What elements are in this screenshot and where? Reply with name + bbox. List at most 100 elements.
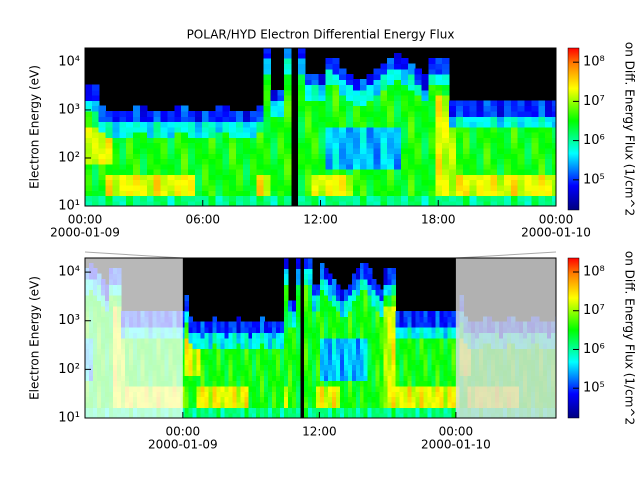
spectrogram-cell — [363, 375, 369, 382]
spectrogram-cell — [400, 116, 409, 123]
spectrogram-cell — [160, 121, 169, 128]
spectrogram-cell — [174, 184, 182, 191]
spectrogram-cell — [292, 412, 297, 418]
spectrogram-cell — [240, 412, 245, 418]
spectrogram-cell — [263, 68, 272, 75]
spectrogram-cell — [545, 195, 553, 202]
spectrogram-cell — [284, 153, 292, 160]
spectrogram-cell — [323, 412, 329, 418]
spectrogram-cell — [119, 163, 127, 170]
spectrogram-cell — [380, 116, 388, 123]
spectrogram-cell — [451, 364, 456, 371]
spectrogram-cell — [318, 121, 327, 128]
spectrogram-cell — [400, 84, 409, 91]
spectrogram-cell — [139, 153, 148, 160]
spectrogram-cell — [184, 375, 190, 382]
spectrogram-cell — [311, 332, 317, 339]
spectrogram-cell — [383, 300, 389, 307]
spectrogram-cell — [538, 126, 546, 133]
spectrogram-cell — [272, 369, 277, 376]
spectrogram-cell — [229, 179, 237, 186]
spectrogram-cell — [351, 337, 357, 344]
spectrogram-cell — [407, 100, 416, 107]
spectrogram-cell — [311, 321, 317, 328]
spectrogram-cell — [126, 190, 134, 197]
spectrogram-cell — [407, 68, 416, 75]
spectrogram-cell — [343, 412, 349, 418]
spectrogram-cell — [423, 316, 429, 323]
spectrogram-cell — [383, 385, 389, 392]
spectrogram-cell — [399, 359, 405, 366]
spectrogram-cell — [297, 73, 306, 80]
spectrogram-cell — [174, 132, 182, 138]
spectrogram-cell — [304, 147, 313, 154]
spectrogram-cell — [531, 132, 539, 138]
spectrogram-cell — [443, 353, 448, 360]
spectrogram-cell — [428, 200, 436, 206]
spectrogram-cell — [319, 364, 325, 371]
spectrogram-cell — [400, 137, 409, 144]
spectrogram-cell — [462, 153, 471, 160]
spectrogram-cell — [215, 137, 223, 144]
spectrogram-cell — [367, 332, 373, 339]
spectrogram-cell — [201, 142, 210, 149]
plot-area — [85, 48, 556, 206]
spectrogram-cell — [240, 321, 245, 328]
spectrogram-cell — [276, 369, 281, 376]
spectrogram-cell — [394, 95, 402, 101]
spectrogram-cell — [339, 158, 347, 165]
spectrogram-cell — [415, 311, 421, 317]
spectrogram-cell — [339, 121, 347, 128]
spectrogram-cell — [224, 391, 229, 398]
spectrogram-cell — [184, 332, 190, 339]
spectrogram-cell — [311, 105, 320, 112]
spectrogram-cell — [327, 396, 333, 403]
spectrogram-cell — [391, 294, 397, 301]
spectrogram-cell — [284, 89, 292, 96]
spectrogram-cell — [284, 305, 289, 312]
spectrogram-cell — [228, 353, 233, 360]
spectrogram-cell — [311, 195, 320, 202]
spectrogram-cell — [395, 364, 401, 371]
spectrogram-cell — [220, 359, 225, 366]
spectrogram-cell — [215, 163, 223, 170]
spectrogram-cell — [85, 142, 93, 149]
spectrogram-cell — [355, 401, 361, 408]
spectrogram-cell — [272, 343, 277, 350]
spectrogram-cell — [180, 343, 186, 350]
spectrogram-cell — [222, 105, 230, 112]
spectrogram-cell — [304, 184, 313, 191]
spectrogram-cell — [359, 305, 365, 312]
spectrogram-cell — [201, 153, 210, 160]
spectrogram-cell — [427, 407, 433, 414]
spectrogram-cell — [318, 153, 327, 160]
spectrogram-cell — [538, 200, 546, 206]
spectrogram-cell — [447, 327, 452, 334]
spectrogram-cell — [297, 116, 306, 123]
spectrogram-cell — [414, 200, 423, 206]
spectrogram-cell — [212, 375, 218, 382]
spectrogram-cell — [447, 321, 452, 328]
spectrogram-cell — [421, 142, 430, 149]
spectrogram-cell — [249, 169, 258, 175]
spectrogram-cell — [318, 79, 327, 86]
spectrogram-cell — [264, 337, 269, 344]
spectrogram-cell — [383, 348, 389, 355]
spectrogram-cell — [194, 169, 203, 175]
spectrogram-cell — [359, 316, 365, 323]
spectrogram-cell — [517, 105, 526, 112]
spectrogram-cell — [256, 321, 261, 328]
spectrogram-cell — [304, 375, 309, 382]
spectrogram-cell — [260, 401, 265, 408]
spectrogram-cell — [442, 184, 450, 191]
spectrogram-cell — [276, 396, 281, 403]
spectrogram-cell — [236, 184, 244, 191]
spectrogram-cell — [371, 353, 377, 360]
spectrogram-cell — [343, 294, 349, 301]
spectrogram-cell — [517, 100, 526, 107]
spectrogram-cell — [366, 84, 375, 91]
spectrogram-cell — [327, 407, 333, 414]
y-axis-label: Electron Energy (eV) — [28, 276, 42, 400]
spectrogram-cell — [319, 327, 325, 334]
spectrogram-cell — [391, 268, 397, 275]
